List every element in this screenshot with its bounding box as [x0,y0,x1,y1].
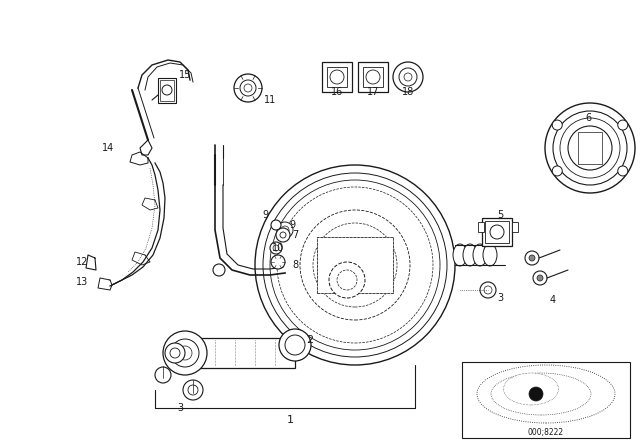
Bar [160,80,174,101]
Circle shape [285,335,305,355]
Text: 11: 11 [264,95,276,105]
Circle shape [484,286,492,294]
Bar [578,132,602,164]
Circle shape [300,210,410,320]
Ellipse shape [491,373,591,415]
Circle shape [178,346,192,360]
Circle shape [329,262,365,298]
Text: 6: 6 [585,113,591,123]
Circle shape [163,331,207,375]
Bar [462,362,630,438]
Circle shape [273,245,279,251]
Circle shape [399,68,417,86]
Circle shape [490,225,504,239]
Circle shape [188,385,198,395]
Circle shape [271,220,281,230]
Circle shape [618,120,628,130]
Bar [317,237,393,293]
Bar [478,222,484,232]
Circle shape [171,339,199,367]
Circle shape [537,275,543,281]
Circle shape [552,166,562,176]
Circle shape [393,62,423,92]
Bar [317,237,393,293]
Circle shape [183,380,203,400]
Circle shape [270,242,282,254]
Text: 000;8222: 000;8222 [528,427,564,436]
Bar [158,78,176,103]
Bar [363,67,383,87]
Circle shape [525,251,539,265]
Circle shape [234,74,262,102]
Text: 10: 10 [272,243,284,253]
Bar [358,62,388,92]
Ellipse shape [453,244,467,266]
Circle shape [281,226,289,234]
Text: 14: 14 [102,143,114,153]
Circle shape [277,187,433,343]
Text: 4: 4 [550,295,556,305]
Text: 9: 9 [262,210,268,220]
Circle shape [366,70,380,84]
Circle shape [313,223,397,307]
Circle shape [552,120,562,130]
Circle shape [255,165,455,365]
Bar [185,338,295,368]
Text: 3: 3 [177,403,183,413]
Circle shape [330,70,344,84]
Text: 1: 1 [287,415,294,425]
Circle shape [337,270,357,290]
Circle shape [279,329,311,361]
Bar [512,222,518,232]
Circle shape [560,118,620,178]
Text: 5: 5 [497,210,503,220]
Circle shape [271,255,285,269]
Circle shape [240,80,256,96]
Circle shape [162,85,172,95]
Text: 9: 9 [289,220,295,230]
Circle shape [170,348,180,358]
Bar [482,218,512,246]
Text: 18: 18 [402,87,414,97]
Circle shape [263,173,447,357]
Circle shape [276,228,290,242]
Text: 2: 2 [307,335,314,345]
Circle shape [280,232,286,238]
Circle shape [404,73,412,81]
Text: 16: 16 [331,87,343,97]
Circle shape [553,111,627,185]
Circle shape [244,84,252,92]
Circle shape [568,126,612,170]
Bar [327,67,347,87]
Circle shape [533,271,547,285]
Text: 3: 3 [497,293,503,303]
Ellipse shape [463,244,477,266]
Circle shape [545,103,635,193]
Circle shape [277,222,293,238]
Bar [485,221,509,243]
Circle shape [618,166,628,176]
Circle shape [529,255,535,261]
Bar [322,62,352,92]
Text: 12: 12 [76,257,88,267]
Circle shape [165,343,185,363]
Text: 8: 8 [292,260,298,270]
Circle shape [213,264,225,276]
Ellipse shape [483,244,497,266]
Text: 7: 7 [292,230,298,240]
Text: 13: 13 [76,277,88,287]
Ellipse shape [473,244,487,266]
Circle shape [155,367,171,383]
Text: 15: 15 [179,70,191,80]
Circle shape [480,282,496,298]
Circle shape [270,180,440,350]
Text: 17: 17 [367,87,379,97]
Ellipse shape [504,373,559,405]
Circle shape [529,387,543,401]
Ellipse shape [477,365,615,423]
